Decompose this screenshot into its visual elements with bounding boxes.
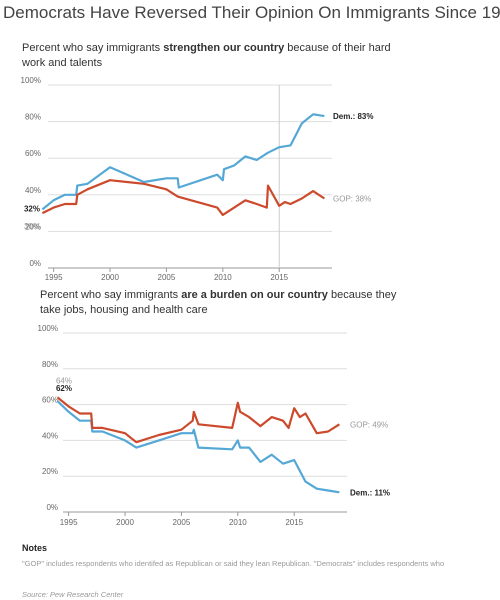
x-tick-label: 2010 bbox=[229, 518, 247, 527]
y-tick-label: 0% bbox=[29, 259, 41, 268]
x-tick-label: 2010 bbox=[214, 273, 232, 282]
x-tick-label: 2005 bbox=[173, 518, 191, 527]
source-credit: Source: Pew Research Center bbox=[22, 590, 124, 599]
x-tick-label: 2000 bbox=[101, 273, 119, 282]
gop-end-label: GOP: 38% bbox=[333, 194, 371, 203]
page-title: Democrats Have Reversed Their Opinion On… bbox=[3, 3, 500, 22]
dem-series-line bbox=[56, 400, 340, 494]
x-tick-label: 1995 bbox=[60, 518, 78, 527]
gop-series-line bbox=[41, 179, 326, 216]
y-tick-label: 40% bbox=[42, 431, 58, 440]
x-tick-label: 2015 bbox=[270, 273, 288, 282]
y-tick-label: 40% bbox=[25, 186, 41, 195]
y-tick-label: 20% bbox=[25, 222, 41, 231]
gop-series-line bbox=[56, 396, 340, 444]
x-tick-label: 2000 bbox=[116, 518, 134, 527]
notes-text: "GOP" includes respondents who identifed… bbox=[22, 559, 445, 568]
strengthen-chart: 0% 20% 40% 60% 80% 100% 1995 2000 2005 2010 2015 32… bbox=[21, 76, 374, 282]
dem-end-label: Dem.: 11% bbox=[350, 488, 390, 497]
y-tick-label: 20% bbox=[42, 467, 58, 476]
y-tick-label: 0% bbox=[46, 503, 58, 512]
chart-1-subtitle: Percent who say immigrants strengthen ou… bbox=[22, 42, 391, 69]
y-tick-label: 60% bbox=[25, 149, 41, 158]
dem-end-label-value: 83% bbox=[357, 112, 373, 121]
x-tick-label: 1995 bbox=[45, 273, 63, 282]
y-tick-label: 80% bbox=[42, 360, 58, 369]
dem-start-label: 62% bbox=[56, 384, 72, 393]
x-tick-label: 2015 bbox=[285, 518, 303, 527]
dem-end-label-name: Dem.: bbox=[350, 488, 374, 497]
dem-end-label-name: Dem.: bbox=[333, 112, 357, 121]
y-tick-label: 80% bbox=[25, 113, 41, 122]
gop-start-label: 30% bbox=[24, 222, 40, 231]
dem-end-label-value: 11% bbox=[374, 488, 390, 497]
dem-start-label: 32% bbox=[24, 204, 40, 213]
gop-end-label: GOP: 49% bbox=[350, 420, 388, 429]
y-tick-label: 100% bbox=[21, 76, 41, 85]
dem-series-line bbox=[41, 113, 325, 211]
y-tick-label: 60% bbox=[42, 396, 58, 405]
chart-2-subtitle: Percent who say immigrants are a burden … bbox=[40, 289, 397, 316]
burden-chart: 0% 20% 40% 60% 80% 100% 1995 2000 2005 2010 2015 62… bbox=[38, 324, 391, 527]
dem-end-label: Dem.: 83% bbox=[333, 112, 373, 121]
y-tick-label: 100% bbox=[38, 324, 58, 333]
gop-start-label: 64% bbox=[56, 376, 72, 385]
notes-heading: Notes bbox=[22, 543, 48, 553]
x-tick-label: 2005 bbox=[158, 273, 176, 282]
